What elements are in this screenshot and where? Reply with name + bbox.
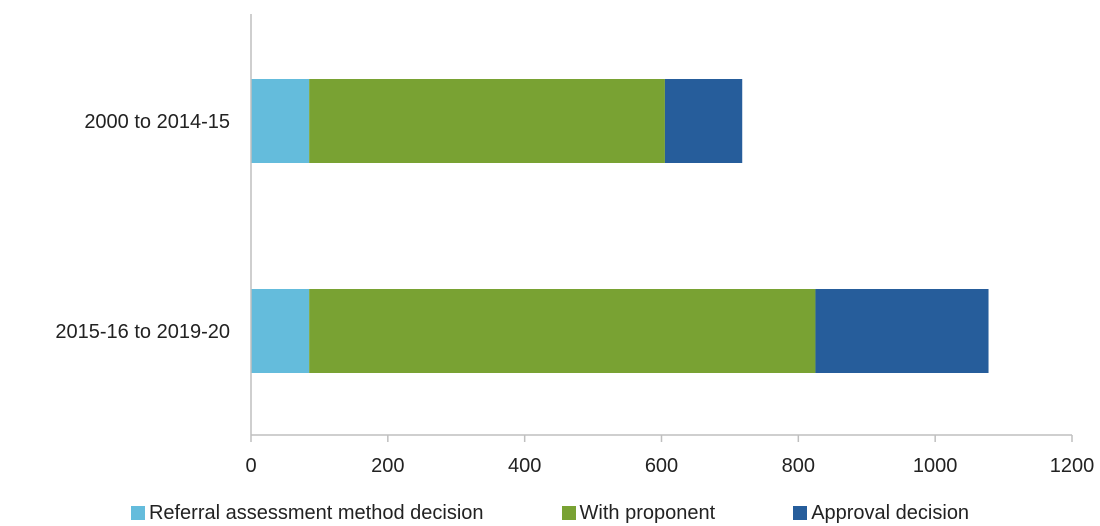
legend-swatch-approval [793, 506, 808, 520]
legend-label-with-proponent: With proponent [579, 501, 716, 524]
bar-segment-1-2 [309, 79, 665, 163]
x-tick-label: 600 [645, 455, 678, 477]
bar-segment-1-3 [664, 79, 743, 163]
legend-swatch-with-proponent [561, 506, 576, 520]
y-category-label: 2000 to 2014-15 [84, 111, 230, 133]
legend-item-with-proponent: With proponent [561, 501, 716, 525]
bar-segment-2-3 [815, 289, 989, 373]
legend: Referral assessment method decision With… [0, 500, 1100, 526]
bars-layer [251, 79, 989, 373]
bar-segment-2-1 [251, 289, 310, 373]
bar-segment-2-2 [309, 289, 816, 373]
y-axis-labels: 2000 to 2014-15 2015-16 to 2019-20 [55, 111, 230, 343]
legend-label-approval: Approval decision [811, 501, 970, 524]
legend-swatch-referral [130, 506, 145, 520]
legend-item-referral: Referral assessment method decision [130, 501, 484, 525]
x-tick-label: 400 [508, 455, 541, 477]
bar-segment-1-1 [251, 79, 310, 163]
x-tick-label: 1200 [1050, 455, 1095, 477]
x-tick-label: 800 [782, 455, 815, 477]
x-tick-label: 1000 [913, 455, 958, 477]
stacked-bar-chart: 0 200 400 600 800 1000 1200 2000 to 2014-15 201… [55, 14, 1094, 477]
x-axis-ticks: 0 200 400 600 800 1000 1200 [245, 435, 1094, 477]
y-category-label: 2015-16 to 2019-20 [55, 321, 230, 343]
legend-item-approval: Approval decision [793, 502, 969, 525]
x-tick-label: 200 [371, 455, 404, 477]
legend-label-referral: Referral assessment method decision [148, 501, 484, 524]
x-tick-label: 0 [245, 455, 256, 477]
